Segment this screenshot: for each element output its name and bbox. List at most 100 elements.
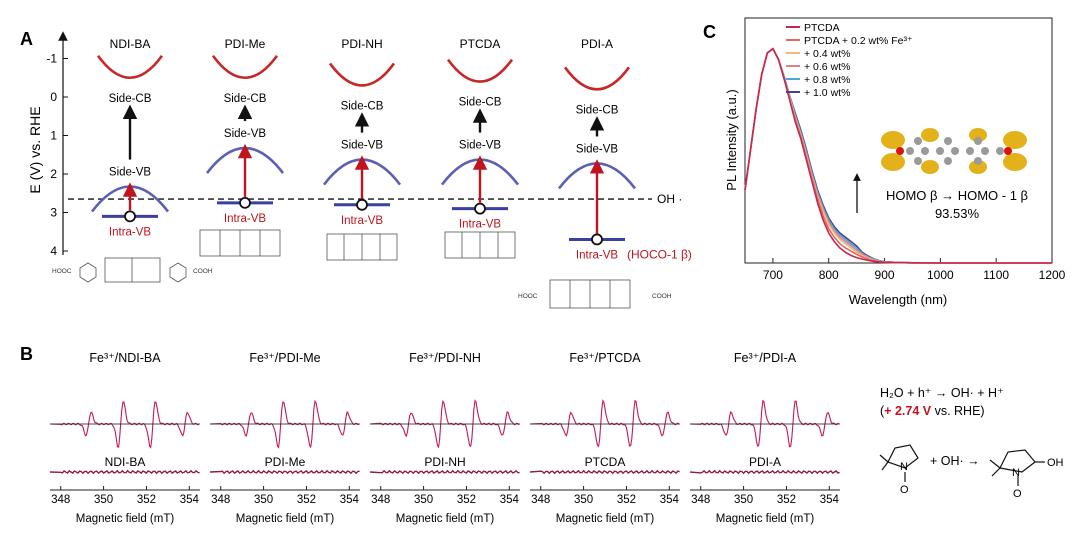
intra-vb-label: Intra-VB — [224, 213, 267, 225]
energy-tick-label: 3 — [50, 206, 57, 220]
dmpo-structure — [879, 444, 919, 482]
material-name: PTCDA — [460, 37, 501, 51]
structure-ptcda — [444, 231, 516, 259]
side-cb-label: Side-CB — [459, 97, 502, 109]
epr-x-tick-label: 354 — [500, 494, 520, 506]
hole-marker — [239, 196, 251, 209]
epr-spectrum-control — [529, 469, 680, 475]
epr-spectrum-fe — [209, 399, 360, 449]
epr-x-tick-label: 350 — [94, 494, 113, 506]
intra-vb-label: Intra-VB — [459, 219, 502, 231]
reaction-water-oxidation: H₂O + h⁺ → OH· + H⁺ — [880, 386, 1004, 400]
dmpo-nitrogen: N — [900, 461, 908, 473]
band-column-pdi-a: PDI-A Side-CB Side-VB Intra-VB — [557, 37, 637, 261]
epr-title: Fe³⁺/PTCDA — [569, 351, 641, 365]
epr-spectrum-control — [689, 469, 840, 475]
panel-c-label: C — [703, 22, 716, 42]
side-cb-label: Side-CB — [576, 104, 619, 116]
pl-annotation-transition: HOMO β → HOMO - 1 β — [886, 188, 1028, 203]
energy-tick-label: 2 — [50, 167, 57, 181]
reaction-potential: (+ 2.74 V vs. RHE) — [880, 404, 985, 418]
cb-curve — [96, 54, 164, 80]
reaction-radical-trap: + OH· → — [930, 454, 980, 468]
pl-x-tick-label: 1000 — [927, 268, 954, 282]
side-vb-label: Side-VB — [224, 128, 267, 140]
epr-x-tick-label: 350 — [414, 494, 433, 506]
structure-pdi-a-right: COOH — [652, 293, 672, 300]
epr-x-tick-label: 352 — [457, 494, 476, 506]
adduct-nitrogen: N — [1012, 467, 1020, 479]
legend-label: + 0.6 wt% — [804, 61, 850, 73]
material-name: PDI-A — [581, 37, 613, 51]
band-column-pdi-nh: PDI-NH Side-CB Side-VB Intra-VB — [322, 37, 402, 227]
cb-curve — [328, 62, 396, 87]
hoco-label: (HOCO-1 β) — [627, 247, 692, 261]
epr-x-tick-label: 348 — [371, 494, 390, 506]
energy-axis-ticks: -1 0 1 2 3 4 — [46, 52, 68, 258]
structure-ndi-ba — [79, 257, 187, 283]
panel-a: A E (V) vs. RHE -1 0 1 2 3 4 OH · NDI-BA Side-… — [20, 29, 692, 309]
energy-tick-label: 4 — [50, 244, 57, 258]
side-vb-label: Side-VB — [109, 167, 152, 179]
epr-title: Fe³⁺/NDI-BA — [89, 351, 161, 365]
epr-x-tick-label: 352 — [137, 494, 156, 506]
epr-spectrum-fe — [49, 401, 200, 449]
structure-group-right: COOH — [193, 268, 213, 275]
legend-label: + 1.0 wt% — [804, 87, 850, 99]
cb-curve — [446, 58, 514, 83]
epr-x-tick-label: 350 — [574, 494, 593, 506]
epr-control-label: PDI-NH — [424, 455, 465, 469]
structure-pdi-me — [199, 229, 281, 257]
panel-b: B Fe³⁺/NDI-BA 348 350 352 354 Magnetic field … — [20, 344, 1064, 525]
cb-curve — [563, 66, 631, 91]
legend-label: PTCDA + 0.2 wt% Fe³⁺ — [804, 35, 913, 47]
epr-title: Fe³⁺/PDI-A — [734, 351, 797, 365]
pl-ylabel: PL Intensity (a.u.) — [724, 89, 739, 190]
structure-group-left: HOOC — [52, 268, 72, 275]
intra-vb-label: Intra-VB — [341, 215, 384, 227]
epr-panel: Fe³⁺/PDI-A 348 350 352 354 Magnetic field (mT… — [689, 351, 840, 525]
epr-x-tick-label: 350 — [254, 494, 273, 506]
energy-tick-label: 1 — [50, 129, 57, 143]
epr-title: Fe³⁺/PDI-NH — [409, 351, 481, 365]
epr-x-tick-label: 348 — [211, 494, 230, 506]
side-cb-label: Side-CB — [109, 93, 152, 105]
epr-x-tick-label: 354 — [180, 494, 200, 506]
legend-label: PTCDA — [804, 22, 840, 34]
epr-title: Fe³⁺/PDI-Me — [249, 351, 320, 365]
hole-marker — [474, 202, 486, 215]
epr-control-label: PDI-A — [749, 455, 781, 469]
hole-marker — [591, 233, 603, 246]
material-name: NDI-BA — [110, 37, 151, 51]
homo-orbital-image — [878, 128, 1030, 176]
epr-control-label: NDI-BA — [105, 455, 146, 469]
epr-panel: Fe³⁺/PTCDA 348 350 352 354 Magnetic field (mT… — [529, 351, 680, 525]
pl-series-line — [744, 47, 1052, 264]
panel-a-label: A — [20, 29, 33, 49]
band-column-ptcda: PTCDA Side-CB Side-VB Intra-VB — [440, 37, 520, 231]
epr-spectrum-control — [369, 469, 520, 475]
epr-spectrum-control — [209, 469, 360, 475]
epr-x-tick-label: 348 — [51, 494, 70, 506]
legend-label: + 0.8 wt% — [804, 74, 850, 86]
material-name: PDI-NH — [341, 37, 382, 51]
cb-curve — [211, 54, 279, 80]
epr-x-tick-label: 348 — [691, 494, 710, 506]
pl-annotation-percent: 93.53% — [935, 206, 980, 221]
band-column-pdi-me: PDI-Me Side-CB Side-VB Intra-VB — [205, 37, 285, 225]
structure-pdi-a — [549, 279, 631, 309]
side-vb-label: Side-VB — [459, 140, 502, 152]
epr-x-tick-label: 350 — [734, 494, 753, 506]
pl-x-tick-label: 1100 — [983, 268, 1009, 282]
adduct-hydroxyl: OH — [1047, 457, 1064, 469]
legend-label: + 0.4 wt% — [804, 48, 850, 60]
epr-x-tick-label: 354 — [340, 494, 360, 506]
epr-control-label: PDI-Me — [265, 455, 306, 469]
pl-x-tick-label: 800 — [819, 268, 839, 282]
intra-vb-label: Intra-VB — [576, 249, 619, 261]
epr-panel: Fe³⁺/NDI-BA 348 350 352 354 Magnetic field (m… — [49, 351, 200, 525]
epr-xlabel: Magnetic field (mT) — [716, 513, 815, 525]
